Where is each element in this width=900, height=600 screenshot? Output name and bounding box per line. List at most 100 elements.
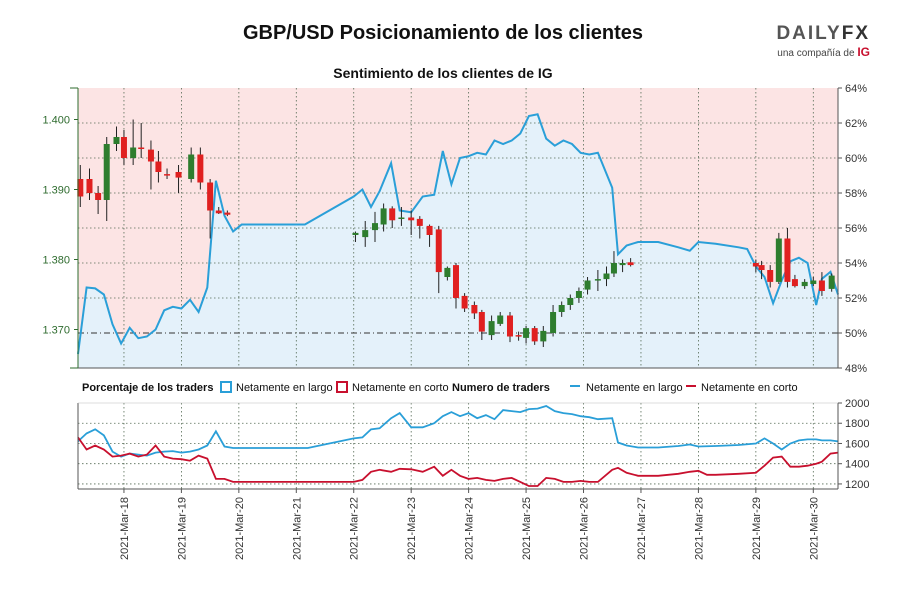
price-sentiment-panel: 1.370 1.380 1.390 1.400 48% 50% 52% 54% 56% 58% 60… <box>42 83 867 375</box>
candle-up <box>575 291 582 298</box>
candle-down <box>95 193 102 200</box>
candle-up <box>540 330 547 342</box>
candle-down <box>155 161 162 172</box>
dailyfx-logo: DAILYFX una compañía de IG <box>760 23 870 60</box>
candle-down <box>767 270 774 282</box>
long-sentiment-area <box>78 114 838 368</box>
right-tick-label: 60% <box>845 153 867 165</box>
candle-up <box>558 305 565 312</box>
candle-up <box>610 263 617 274</box>
legend-pct-short: Netamente en corto <box>352 382 449 394</box>
candle-down <box>506 315 513 337</box>
candle-up <box>775 238 782 282</box>
count-tick-label: 2000 <box>845 398 869 410</box>
date-label: 2021-Mar-30 <box>808 497 820 560</box>
date-label: 2021-Mar-21 <box>291 497 303 560</box>
count-tick-label: 1400 <box>845 459 869 471</box>
left-tick-label: 1.370 <box>42 325 70 337</box>
right-tick-label: 56% <box>845 223 867 235</box>
candle-down <box>164 174 171 176</box>
date-label: 2021-Mar-28 <box>693 497 705 560</box>
long-sentiment-line <box>77 113 839 355</box>
candle-down <box>627 262 634 266</box>
candle-up <box>362 230 369 238</box>
right-tick-label: 54% <box>845 258 867 270</box>
chart-subtitle: Sentimiento de los clientes de IG <box>333 65 553 81</box>
right-tick-label: 58% <box>845 188 867 200</box>
candle-up <box>584 280 591 290</box>
candle-down <box>818 280 825 291</box>
logo-brand-fx: FX <box>841 23 870 44</box>
date-label: 2021-Mar-22 <box>349 497 361 560</box>
candle-down <box>147 149 154 162</box>
date-label: 2021-Mar-27 <box>636 497 648 560</box>
candle-up <box>810 280 817 284</box>
candle-up <box>371 223 378 231</box>
right-tick-label: 64% <box>845 83 867 95</box>
candle-up <box>352 232 359 235</box>
left-tick-label: 1.380 <box>42 255 70 267</box>
candle-up <box>444 267 451 277</box>
right-tick-label: 52% <box>845 293 867 305</box>
ig-logo: IG <box>857 45 870 59</box>
candle-down <box>471 305 478 314</box>
candle-down <box>120 137 127 158</box>
right-tick-label: 50% <box>845 328 867 340</box>
candle-up <box>828 275 835 289</box>
right-tick-label: 62% <box>845 118 867 130</box>
count-tick-label: 1600 <box>845 438 869 450</box>
date-label: 2021-Mar-26 <box>579 497 591 560</box>
candle-down <box>86 179 93 193</box>
candle-down <box>215 210 222 214</box>
legend-pct-title: Porcentaje de los traders <box>82 382 213 394</box>
candle-down <box>77 179 84 197</box>
count-long-line <box>77 405 839 458</box>
candle-down <box>461 295 468 309</box>
date-label: 2021-Mar-25 <box>521 497 533 560</box>
legend: Porcentaje de los traders Netamente en l… <box>82 381 798 394</box>
candle-down <box>758 265 765 270</box>
legend-num-long: Netamente en largo <box>586 382 683 394</box>
legend-num-short: Netamente en corto <box>701 382 798 394</box>
candle-down <box>478 312 485 332</box>
chart-title: GBP/USD Posicionamiento de los clientes <box>242 22 644 44</box>
candle-up <box>488 321 495 336</box>
candle-up <box>619 263 626 266</box>
candle-down <box>224 212 231 215</box>
date-label: 2021-Mar-19 <box>176 497 188 560</box>
logo-brand: DAILY <box>776 23 842 44</box>
candle-up <box>550 312 557 333</box>
candle-down <box>452 265 459 298</box>
candle-down <box>752 263 759 267</box>
candle-down <box>197 154 204 183</box>
candle-up <box>188 154 195 179</box>
candle-down <box>207 182 214 211</box>
count-tick-label: 1200 <box>845 479 869 491</box>
date-label: 2021-Mar-20 <box>234 497 246 560</box>
left-tick-label: 1.400 <box>42 115 70 127</box>
candle-down <box>389 208 396 221</box>
date-label: 2021-Mar-23 <box>406 497 418 560</box>
candle-up <box>567 298 574 305</box>
date-label: 2021-Mar-29 <box>751 497 763 560</box>
candle-up <box>603 273 610 280</box>
count-short-line <box>77 436 839 487</box>
date-label: 2021-Mar-24 <box>464 497 476 560</box>
left-tick-label: 1.390 <box>42 185 70 197</box>
candle-down <box>408 217 415 221</box>
candle-down <box>426 225 433 235</box>
candle-down <box>791 279 798 287</box>
candle-up <box>398 217 405 219</box>
candle-up <box>113 137 120 144</box>
count-tick-label: 1800 <box>845 418 869 430</box>
legend-pct-long: Netamente en largo <box>236 382 333 394</box>
candle-up <box>523 328 530 338</box>
candle-up <box>801 281 808 287</box>
legend-pct-long-swatch <box>220 381 232 393</box>
candle-down <box>435 229 442 273</box>
candle-down <box>784 238 791 282</box>
candle-up <box>594 279 601 281</box>
candle-down <box>515 335 522 337</box>
right-tick-label: 48% <box>845 363 867 375</box>
